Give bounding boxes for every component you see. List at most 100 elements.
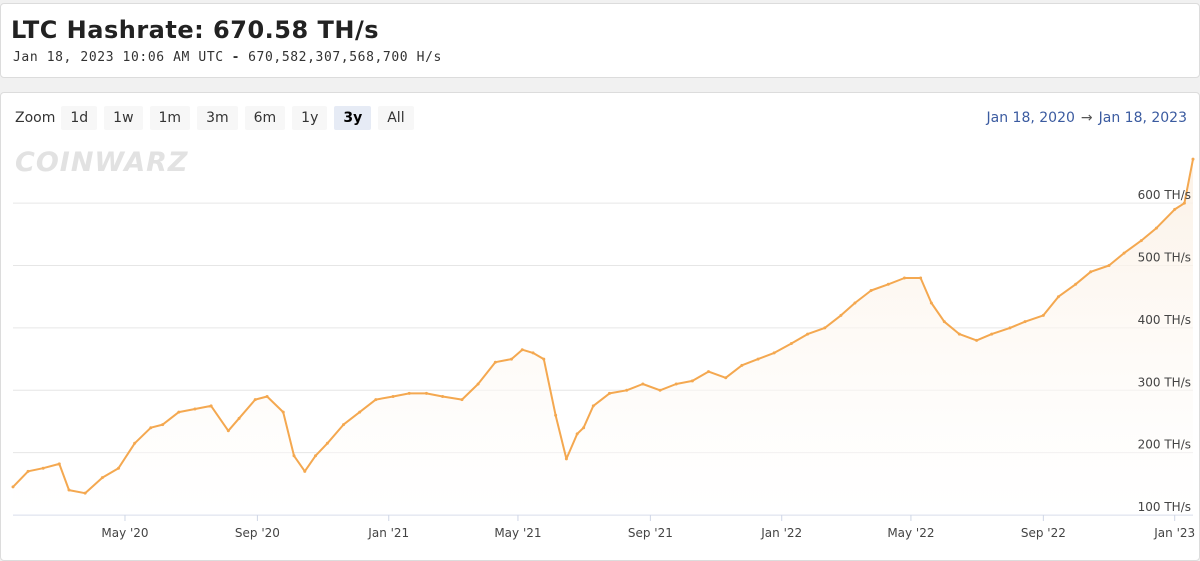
data-point	[990, 332, 994, 336]
data-point	[441, 395, 445, 399]
header-card: LTC Hashrate: 670.58 TH/s Jan 18, 2023 1…	[0, 3, 1200, 78]
data-point	[1191, 157, 1195, 161]
data-point	[391, 395, 395, 399]
data-point	[542, 357, 546, 361]
y-tick-label: 100 TH/s	[1138, 500, 1191, 514]
data-point	[100, 476, 104, 480]
data-point	[292, 454, 296, 458]
data-point	[117, 466, 121, 470]
x-tick-label: Jan '21	[367, 526, 409, 540]
data-point	[281, 410, 285, 414]
data-point	[564, 457, 568, 461]
zoom-3y-button[interactable]: 3y	[334, 106, 372, 130]
data-point	[265, 395, 269, 399]
x-tick-label: Jan '23	[1153, 526, 1195, 540]
data-point	[674, 382, 678, 386]
data-point	[67, 488, 71, 492]
range-start[interactable]: Jan 18, 2020	[986, 110, 1075, 126]
data-point	[26, 469, 30, 473]
data-point	[342, 423, 346, 427]
x-tick-label: May '22	[887, 526, 934, 540]
data-point	[226, 429, 230, 433]
data-point	[823, 326, 827, 330]
data-point	[1089, 270, 1093, 274]
data-point	[161, 423, 165, 427]
zoom-1d-button[interactable]: 1d	[61, 106, 98, 130]
zoom-1m-button[interactable]: 1m	[149, 106, 191, 130]
data-point	[902, 276, 906, 280]
data-point	[839, 313, 843, 317]
data-point	[690, 379, 694, 383]
data-point	[853, 301, 857, 305]
data-point	[407, 391, 411, 395]
data-point	[942, 320, 946, 324]
data-point	[975, 338, 979, 342]
zoom-3m-button[interactable]: 3m	[197, 106, 238, 130]
data-point	[83, 491, 87, 495]
data-point	[625, 388, 629, 392]
data-point	[554, 413, 558, 417]
data-point	[1154, 226, 1158, 230]
hashrate-line	[12, 159, 1194, 495]
y-tick-label: 200 TH/s	[1138, 438, 1191, 452]
data-point	[1182, 201, 1186, 205]
range-end[interactable]: Jan 18, 2023	[1098, 110, 1187, 126]
data-point	[374, 398, 378, 402]
data-point	[575, 432, 579, 436]
data-point	[1122, 251, 1126, 255]
y-axis: 100 TH/s 200 TH/s 300 TH/s 400 TH/s 500 TH/s…	[1138, 188, 1191, 514]
data-point	[1023, 320, 1027, 324]
zoom-1w-button[interactable]: 1w	[104, 106, 143, 130]
data-point	[325, 441, 329, 445]
timestamp: Jan 18, 2023 10:06 AM UTC	[13, 50, 224, 65]
data-point	[1074, 282, 1078, 286]
data-point	[177, 410, 181, 414]
data-point	[253, 398, 257, 402]
data-point	[789, 342, 793, 345]
data-point	[57, 462, 61, 466]
data-point	[582, 426, 586, 430]
data-point	[869, 288, 873, 292]
data-point	[531, 351, 535, 355]
hashrate-points	[11, 157, 1195, 495]
zoom-1y-button[interactable]: 1y	[292, 106, 328, 130]
data-point	[1041, 313, 1045, 317]
data-point	[41, 466, 45, 470]
x-tick-label: Sep '22	[1021, 526, 1066, 540]
x-tick-label: Jan '22	[760, 526, 802, 540]
zoom-all-button[interactable]: All	[378, 106, 414, 130]
data-point	[493, 360, 497, 364]
y-tick-label: 600 TH/s	[1138, 188, 1191, 202]
zoom-6m-button[interactable]: 6m	[244, 106, 286, 130]
hashrate-chart: 100 TH/s 200 TH/s 300 TH/s 400 TH/s 500 TH/s…	[11, 157, 1195, 540]
data-point	[149, 426, 153, 430]
range-arrow: →	[1080, 110, 1093, 126]
data-point	[707, 370, 711, 374]
data-point	[641, 382, 645, 386]
x-tick-label: Sep '21	[628, 526, 673, 540]
data-point	[607, 391, 611, 395]
data-point	[303, 469, 307, 473]
hashrate-area	[13, 159, 1193, 515]
data-point	[772, 351, 776, 355]
data-point	[193, 407, 197, 411]
x-tick-label: May '20	[101, 526, 148, 540]
data-point	[424, 391, 428, 395]
coinwarz-watermark: COINWARZ	[15, 147, 189, 178]
data-point	[209, 404, 213, 408]
y-tick-label: 400 TH/s	[1138, 313, 1191, 327]
data-point	[957, 332, 961, 336]
data-point	[740, 363, 744, 367]
data-point	[658, 388, 662, 392]
x-tick-label: May '21	[494, 526, 541, 540]
data-point	[1107, 264, 1111, 268]
data-point	[1139, 239, 1143, 243]
separator: -	[231, 50, 241, 65]
data-point	[11, 485, 15, 489]
data-point	[476, 382, 480, 386]
raw-hashrate: 670,582,307,568,700 H/s	[248, 50, 442, 65]
data-point	[919, 276, 923, 280]
data-point	[591, 404, 595, 408]
data-point	[1008, 326, 1012, 330]
data-point	[1056, 295, 1060, 299]
